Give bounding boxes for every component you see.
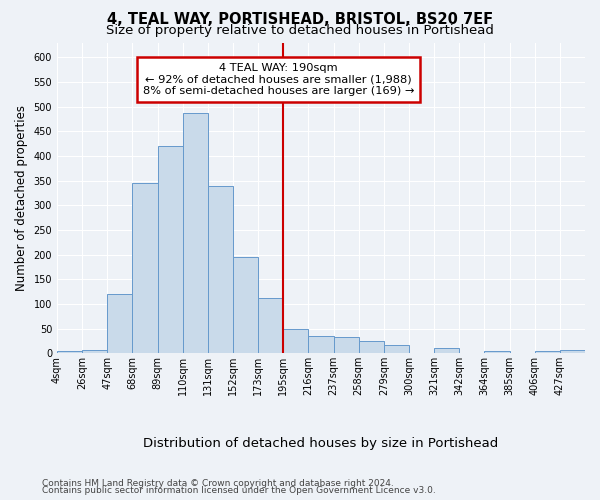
Text: 4, TEAL WAY, PORTISHEAD, BRISTOL, BS20 7EF: 4, TEAL WAY, PORTISHEAD, BRISTOL, BS20 7… [107, 12, 493, 28]
Bar [535, 350, 560, 353]
Bar [133, 183, 158, 353]
Bar [82, 350, 107, 353]
Text: Size of property relative to detached houses in Portishead: Size of property relative to detached ho… [106, 24, 494, 37]
Bar [208, 186, 233, 353]
Bar [283, 328, 308, 353]
Bar [183, 113, 208, 353]
Bar [560, 350, 585, 353]
Bar [233, 257, 258, 353]
Bar [384, 345, 409, 353]
Text: Contains HM Land Registry data © Crown copyright and database right 2024.: Contains HM Land Registry data © Crown c… [42, 478, 394, 488]
Bar [258, 298, 283, 353]
Bar [334, 337, 359, 353]
X-axis label: Distribution of detached houses by size in Portishead: Distribution of detached houses by size … [143, 437, 499, 450]
Text: Contains public sector information licensed under the Open Government Licence v3: Contains public sector information licen… [42, 486, 436, 495]
Bar [107, 294, 133, 353]
Bar [359, 341, 384, 353]
Bar [57, 351, 82, 353]
Bar [484, 350, 509, 353]
Bar [434, 348, 459, 353]
Bar [308, 336, 334, 353]
Y-axis label: Number of detached properties: Number of detached properties [15, 105, 28, 291]
Bar [158, 146, 183, 353]
Text: 4 TEAL WAY: 190sqm
← 92% of detached houses are smaller (1,988)
8% of semi-detac: 4 TEAL WAY: 190sqm ← 92% of detached hou… [143, 62, 415, 96]
